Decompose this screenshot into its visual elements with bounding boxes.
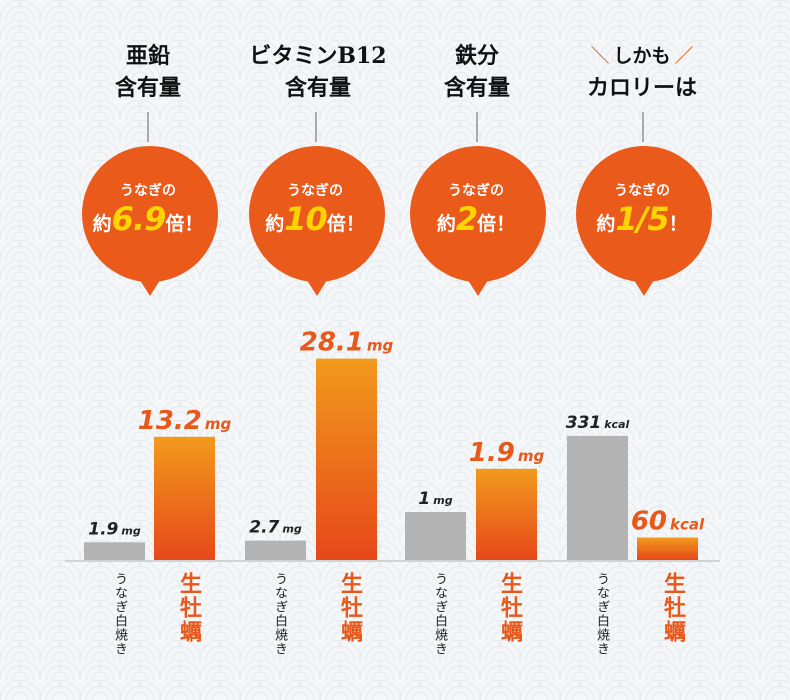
- bar-oyster-b12: [316, 358, 377, 560]
- bubble-calorie-pre: 約: [596, 213, 616, 235]
- bubble-zinc: うなぎの 約6.9倍！: [78, 142, 228, 296]
- bar-eel-zinc: [84, 542, 145, 560]
- xlabel-eel-iron: うなぎ白焼き: [432, 572, 447, 656]
- header-iron: 鉄分 含有量: [392, 40, 562, 104]
- bubble-iron-shape: [410, 146, 546, 296]
- xlabel-eel-zinc: うなぎ白焼き: [112, 572, 127, 656]
- value-label-oyster-zinc: 13.2 mg: [138, 406, 232, 436]
- bar-eel-iron: [405, 512, 466, 560]
- header-iron-line2: 含有量: [443, 75, 510, 101]
- value-label-eel-zinc: 1.9 mg: [88, 519, 141, 539]
- header-zinc: 亜鉛 含有量: [63, 40, 233, 104]
- header-zinc-line2: 含有量: [114, 75, 181, 101]
- bubble-zinc-line1: うなぎの: [120, 183, 176, 199]
- slash-left-icon: ＼: [590, 45, 610, 67]
- bubble-b12-pre: 約: [265, 213, 285, 235]
- bar-oyster-iron: [476, 468, 537, 560]
- bubble-zinc-shape: [82, 146, 218, 296]
- bar-eel-b12: [245, 540, 306, 560]
- stem-iron: [476, 112, 478, 142]
- stem-b12: [315, 112, 317, 142]
- slash-right-icon: ／: [674, 45, 694, 67]
- stem-calorie: [642, 112, 644, 142]
- bar-oyster-calorie: [637, 537, 698, 560]
- bubble-b12-line1: うなぎの: [287, 183, 343, 199]
- value-label-eel-calorie: 331 kcal: [566, 413, 630, 433]
- xlabel-oyster-calorie: 生牡蠣: [660, 572, 685, 644]
- header-b12-line2: 含有量: [284, 75, 351, 101]
- bubble-calorie-shape: [576, 146, 712, 296]
- bubble-iron-pre: 約: [436, 213, 456, 235]
- bubble-calorie: うなぎの 約1/5！: [572, 142, 722, 296]
- xlabel-oyster-zinc: 生牡蠣: [176, 572, 201, 644]
- header-calorie-line1: しかも: [613, 45, 671, 67]
- bubble-iron-line1: うなぎの: [448, 183, 504, 199]
- bubble-b12-shape: [249, 146, 385, 296]
- header-iron-line1: 鉄分: [454, 43, 499, 69]
- bar-eel-calorie: [567, 435, 628, 560]
- xlabel-oyster-b12: 生牡蠣: [337, 572, 362, 644]
- value-label-eel-b12: 2.7 mg: [249, 518, 302, 538]
- header-b12-line1: ビタミンB12: [249, 43, 387, 69]
- bubble-b12-num: 10: [284, 200, 328, 238]
- value-label-oyster-iron: 1.9 mg: [469, 438, 545, 468]
- value-label-eel-iron: 1 mg: [418, 489, 452, 509]
- bubble-zinc-post: 倍！: [165, 213, 204, 235]
- bubble-iron-post: 倍！: [477, 213, 516, 235]
- xlabel-oyster-iron: 生牡蠣: [497, 572, 522, 644]
- bar-oyster-zinc: [154, 436, 215, 560]
- header-b12: ビタミンB12 含有量: [228, 40, 408, 104]
- bubble-calorie-line1: うなぎの: [614, 183, 670, 199]
- value-label-oyster-b12: 28.1 mg: [300, 328, 394, 358]
- bubble-calorie-num: 1/5: [615, 200, 669, 238]
- header-calorie-line2: カロリーは: [586, 75, 697, 101]
- stem-zinc: [147, 112, 149, 142]
- bubble-iron-num: 2: [455, 200, 478, 238]
- bubble-zinc-num: 6.9: [111, 200, 167, 238]
- bubble-b12-post: 倍！: [326, 213, 365, 235]
- xlabel-eel-b12: うなぎ白焼き: [272, 572, 287, 656]
- xlabel-eel-calorie: うなぎ白焼き: [594, 572, 609, 656]
- bubble-calorie-post: ！: [668, 213, 688, 235]
- header-calorie: ＼ しかも／ カロリーは: [557, 40, 727, 104]
- bubble-b12: うなぎの 約10倍！: [245, 142, 395, 296]
- header-zinc-line1: 亜鉛: [125, 43, 170, 69]
- bubble-zinc-pre: 約: [92, 213, 112, 235]
- bubble-iron: うなぎの 約2倍！: [406, 142, 556, 296]
- value-label-oyster-calorie: 60 kcal: [631, 507, 705, 537]
